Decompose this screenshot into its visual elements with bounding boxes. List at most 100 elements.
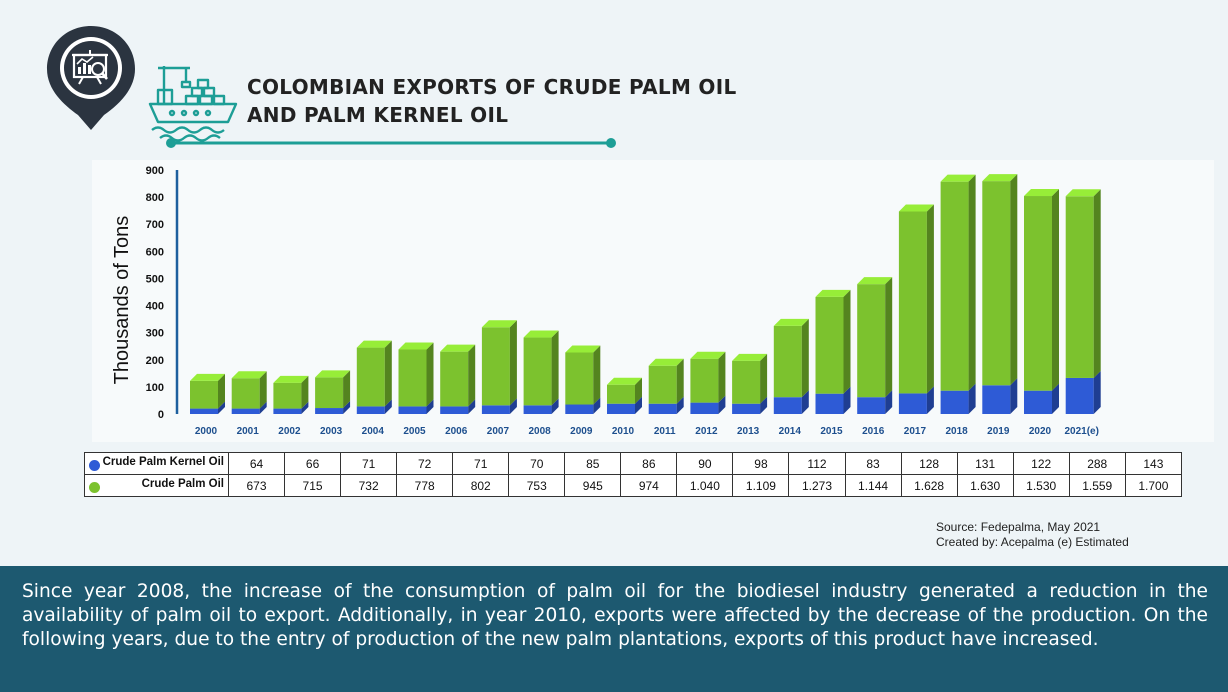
x-tick-label: 2002	[278, 426, 301, 437]
x-tick-label: 2003	[320, 426, 343, 437]
bar-crude-2021(e)	[1065, 189, 1101, 378]
y-axis-label: Thousands of Tons	[111, 216, 133, 385]
x-tick-label: 2006	[445, 426, 468, 437]
table-cell: 945	[564, 474, 622, 497]
bar-crude-2008	[523, 330, 559, 406]
table-cell: 1.530	[1012, 474, 1070, 497]
created-by-line: Created by: Acepalma (e) Estimated	[936, 535, 1129, 549]
table-cell: 112	[788, 452, 846, 475]
table-cell: 1.559	[1068, 474, 1126, 497]
x-tick-label: 2016	[862, 426, 885, 437]
table-cell: 1.273	[788, 474, 846, 497]
bar-kernel-2013	[732, 396, 768, 414]
table-cell: 64	[227, 452, 286, 475]
y-tick-label: 700	[146, 219, 164, 231]
y-tick-label: 900	[146, 165, 164, 177]
bar-crude-2000	[190, 373, 225, 409]
title-line-2: AND PALM KERNEL OIL	[247, 103, 509, 127]
x-tick-label: 2019	[987, 426, 1010, 437]
bar-kernel-2020	[1024, 383, 1059, 414]
y-tick-labels: 0 100 200 300 400 500 600 700 800 900	[146, 165, 164, 421]
table-cell: 66	[284, 452, 342, 475]
table-cell: 715	[284, 474, 342, 497]
table-cell: 1.040	[676, 474, 734, 497]
presentation-analytics-pin-icon	[47, 26, 135, 130]
x-tick-label: 2020	[1029, 426, 1052, 437]
data-table: Crude Palm Kernel Oil 64 66 71 72 71 70 85 86 90…	[84, 452, 1183, 497]
bar-crude-2002	[273, 375, 309, 409]
table-cell: 288	[1068, 452, 1126, 475]
bar-kernel-2016	[857, 390, 893, 414]
bar-kernel-2011	[648, 396, 684, 414]
x-tick-label: 2008	[528, 426, 551, 437]
table-cell: 753	[508, 474, 566, 497]
table-cell: 778	[396, 474, 454, 497]
x-tick-label: 2000	[195, 426, 218, 437]
x-tick-label: 2012	[695, 426, 718, 437]
legend-swatch-kernel	[89, 460, 100, 471]
bar-kernel-2012	[690, 395, 726, 414]
x-tick-label: 2015	[820, 426, 843, 437]
table-cell: 1.700	[1124, 474, 1183, 497]
table-row-crude: Crude Palm Oil 673 715 732 778 802 753 945 974 1…	[84, 474, 1183, 497]
source-note: Source: Fedepalma, May 2021 Created by: …	[936, 520, 1129, 550]
bar-kernel-2019	[982, 378, 1018, 414]
table-cell: 86	[620, 452, 678, 475]
bar-crude-2003	[315, 370, 351, 409]
bar-crude-2007	[481, 320, 517, 406]
table-cell: 732	[340, 474, 398, 497]
table-cell: 802	[452, 474, 510, 497]
x-tick-label: 2011	[654, 426, 676, 437]
bar-kernel-2004	[356, 399, 392, 414]
bar-crude-2017	[898, 204, 934, 394]
bar-kernel-2015	[815, 386, 851, 414]
table-cell: 128	[900, 452, 958, 475]
bar-crude-2001	[231, 371, 267, 409]
bar-kernel-2014	[773, 390, 809, 414]
table-cell: 122	[1012, 452, 1070, 475]
x-tick-label: 2001	[237, 426, 260, 437]
x-tick-label: 2007	[487, 426, 510, 437]
bar-crude-2019	[982, 174, 1018, 386]
bar-kernel-2010	[607, 396, 642, 414]
table-cell: 974	[620, 474, 678, 497]
bar-crude-2006	[440, 344, 476, 407]
bar-crude-2016	[857, 277, 893, 398]
source-line: Source: Fedepalma, May 2021	[936, 520, 1101, 534]
footer-banner	[0, 566, 1228, 692]
x-tick-label: 2013	[737, 426, 760, 437]
table-cell: 1.144	[844, 474, 902, 497]
bar-kernel-2021(e)	[1065, 370, 1101, 414]
bar-kernel-2001	[231, 401, 267, 414]
x-tick-labels: 2000 2001 2002 2003 2004 2005 2006 2007 2008 2009…	[195, 426, 1099, 437]
bar-kernel-2008	[523, 398, 559, 414]
stacked-bar-chart: Thousands of Tons 0 100 200 300 400 500 600 700…	[111, 165, 1101, 437]
bar-crude-2020	[1024, 189, 1059, 391]
table-cell: 673	[227, 474, 286, 497]
table-cell: 98	[732, 452, 790, 475]
table-cell: 83	[844, 452, 902, 475]
table-row-header: Crude Palm Kernel Oil	[84, 452, 229, 475]
table-row-header: Crude Palm Oil	[84, 474, 229, 497]
y-tick-label: 300	[146, 328, 164, 340]
legend-label-kernel: Crude Palm Kernel Oil	[102, 456, 224, 468]
bar-kernel-2005	[398, 399, 434, 414]
cargo-ship-icon	[148, 66, 238, 142]
table-cell: 85	[564, 452, 622, 475]
y-tick-label: 200	[146, 355, 164, 367]
y-tick-label: 500	[146, 273, 164, 285]
bar-crude-2018	[940, 174, 976, 391]
table-cell: 71	[340, 452, 398, 475]
x-tick-label: 2017	[904, 426, 927, 437]
table-cell: 1.630	[956, 474, 1014, 497]
x-tick-label: 2010	[612, 426, 635, 437]
bar-kernel-2009	[565, 397, 601, 414]
bar-kernel-2007	[481, 398, 517, 414]
title-underline	[166, 138, 616, 148]
x-tick-label: 2018	[945, 426, 968, 437]
bar-kernel-2003	[315, 401, 351, 414]
y-tick-label: 600	[146, 246, 164, 258]
chart-title: COLOMBIAN EXPORTS OF CRUDE PALM OIL AND …	[247, 73, 737, 129]
bar-kernel-2018	[940, 383, 976, 414]
footer-text: Since year 2008, the increase of the con…	[22, 581, 1208, 650]
